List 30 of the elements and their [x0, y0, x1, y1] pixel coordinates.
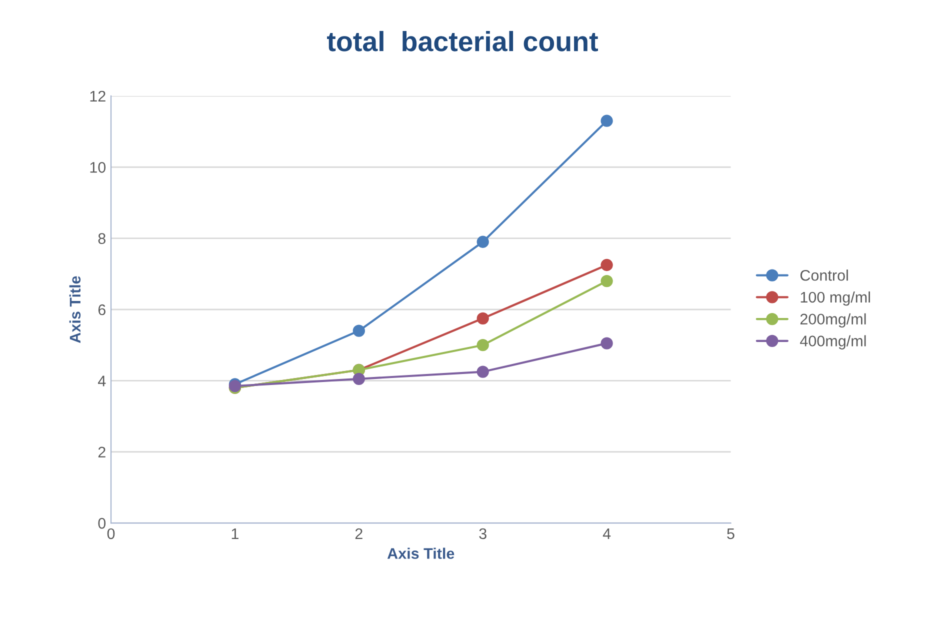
- y-axis-title: Axis Title: [69, 276, 81, 343]
- chart-title: total bacterial count: [327, 30, 598, 52]
- y-tick-label: 10: [90, 162, 106, 173]
- point: [600, 337, 613, 350]
- point: [476, 312, 489, 324]
- x-tick-label: 2: [355, 528, 362, 539]
- y-tick-label: 4: [98, 376, 106, 386]
- point: [476, 339, 489, 352]
- x-tick-label: 0: [107, 528, 115, 540]
- point: [600, 258, 613, 272]
- x-axis-title: Axis Title: [387, 548, 454, 559]
- x-tick-label: 3: [479, 528, 486, 540]
- x-tick-label: 5: [727, 528, 734, 540]
- y-tick-label: 8: [98, 233, 106, 244]
- x-tick-label: 1: [232, 528, 238, 539]
- x-tick-label: 4: [602, 528, 611, 539]
- y-tick-label: 6: [98, 304, 106, 316]
- legend-label: Control: [800, 270, 848, 281]
- point: [476, 366, 489, 378]
- point: [352, 324, 365, 337]
- legend-label: 100 mg/ml: [800, 291, 870, 306]
- legend-label: 200mg/ml: [800, 313, 866, 328]
- point: [352, 372, 365, 385]
- point: [600, 274, 613, 288]
- legend-label: 400mg/ml: [800, 335, 866, 350]
- y-tick-label: 12: [90, 90, 106, 102]
- point: [600, 114, 613, 127]
- y-tick-label: 2: [98, 446, 106, 458]
- point: [476, 236, 489, 248]
- y-tick-label: 0: [98, 518, 106, 529]
